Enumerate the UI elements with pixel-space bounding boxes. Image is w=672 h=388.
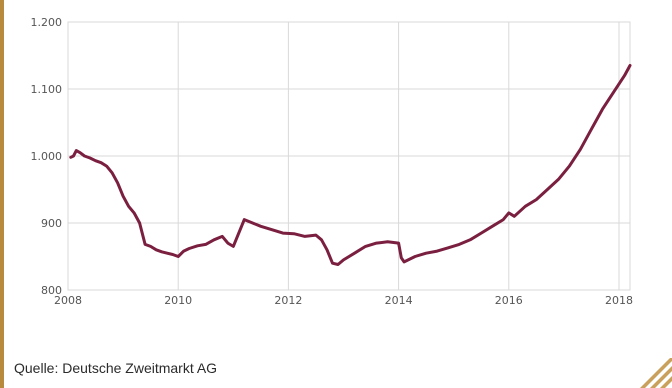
corner-stripes-decoration [640, 358, 672, 388]
x-tick-label: 2014 [385, 294, 413, 307]
series-line [69, 64, 632, 266]
x-tick-label: 2016 [495, 294, 523, 307]
line-chart: 800 900 1.000 1.100 1.200 2008 2010 2012 2014 201… [31, 16, 633, 307]
y-tick-label: 800 [41, 284, 62, 297]
y-tick-label: 1.200 [31, 16, 63, 29]
y-tick-label: 1.000 [31, 150, 63, 163]
y-tick-label: 900 [41, 217, 62, 230]
chart-area: 800 900 1.000 1.100 1.200 2008 2010 2012 2014 201… [31, 16, 633, 307]
x-tick-label: 2012 [274, 294, 302, 307]
x-tick-label: 2010 [164, 294, 192, 307]
left-frame-bar [0, 0, 4, 388]
x-tick-label: 2008 [54, 294, 82, 307]
x-tick-label: 2018 [605, 294, 633, 307]
source-caption: Quelle: Deutsche Zweitmarkt AG [14, 360, 218, 376]
y-tick-label: 1.100 [31, 83, 63, 96]
